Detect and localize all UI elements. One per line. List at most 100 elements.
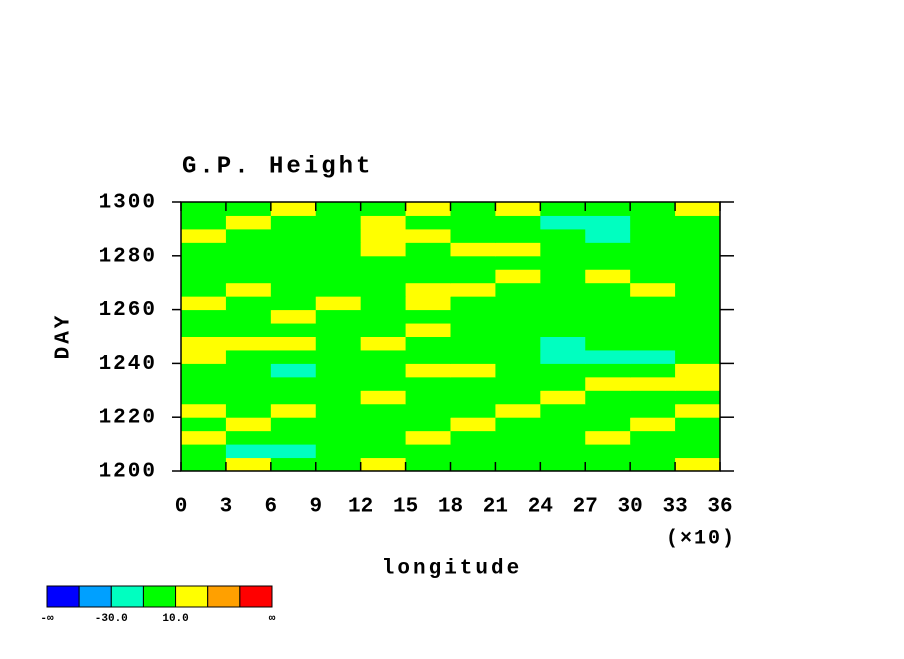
x-tick-label: 9	[309, 496, 322, 519]
field-cell	[405, 417, 451, 432]
field-cell	[630, 255, 676, 270]
field-cell	[540, 323, 586, 337]
field-cell	[181, 444, 227, 459]
field-cell	[450, 349, 496, 364]
field-cell	[450, 215, 496, 230]
field-cell	[360, 309, 407, 324]
field-cell	[181, 363, 227, 378]
field-cell	[585, 403, 631, 418]
field-cell	[495, 349, 541, 364]
field-cell	[630, 457, 676, 472]
field-cell	[181, 255, 227, 270]
field-cell	[315, 323, 362, 337]
field-cell	[315, 430, 362, 445]
field-cell	[675, 417, 721, 432]
x-tick-label: 12	[348, 496, 373, 519]
field-cell	[360, 202, 407, 216]
field-cell	[675, 309, 721, 324]
x-scale-label: (×10)	[666, 527, 736, 550]
field-cell	[405, 242, 451, 257]
field-cell	[585, 255, 631, 270]
field-cell	[450, 255, 496, 270]
field-cell	[181, 349, 227, 364]
field-cell	[495, 457, 541, 472]
field-cell	[450, 403, 496, 418]
field-cell	[675, 457, 721, 472]
field-cell	[675, 430, 721, 445]
field-cell	[270, 228, 317, 243]
field-cell	[360, 296, 407, 311]
field-cell	[270, 457, 317, 472]
field-cell	[630, 282, 676, 297]
field-cell	[181, 215, 227, 230]
field-cell	[675, 255, 721, 270]
field-cell	[630, 363, 676, 378]
field-cell	[315, 269, 362, 284]
field-cell	[585, 215, 631, 230]
field-cell	[630, 336, 676, 351]
x-tick-label: 36	[707, 496, 732, 519]
colorbar-box	[207, 585, 241, 608]
field-cell	[270, 444, 317, 459]
field-cell	[405, 376, 451, 391]
field-cell	[585, 336, 631, 351]
field-cell	[360, 255, 407, 270]
field-cell	[585, 242, 631, 257]
field-cell	[495, 202, 541, 216]
field-cell	[585, 228, 631, 243]
field-cell	[495, 376, 541, 391]
x-tick-label: 15	[393, 496, 418, 519]
field-cell	[450, 417, 496, 432]
colorbar-label: ∞	[269, 613, 276, 625]
field-cell	[450, 444, 496, 459]
field-cell	[630, 309, 676, 324]
field-cell	[225, 336, 272, 351]
field-cell	[450, 390, 496, 405]
field-cell	[585, 444, 631, 459]
field-cell	[675, 228, 721, 243]
field-cell	[315, 349, 362, 364]
field-cell	[181, 430, 227, 445]
field-cell	[405, 390, 451, 405]
field-cell	[495, 390, 541, 405]
field-cell	[405, 228, 451, 243]
field-cell	[675, 376, 721, 391]
field-cell	[495, 336, 541, 351]
x-tick-label: 18	[438, 496, 463, 519]
field	[181, 202, 721, 472]
field-cell	[315, 215, 362, 230]
field-cell	[315, 390, 362, 405]
field-cell	[450, 296, 496, 311]
field-cell	[360, 336, 407, 351]
field-cell	[315, 255, 362, 270]
field-cell	[315, 403, 362, 418]
field-cell	[675, 323, 721, 337]
field-cell	[225, 255, 272, 270]
field-cell	[495, 296, 541, 311]
field-cell	[450, 430, 496, 445]
field-cell	[495, 242, 541, 257]
field-cell	[540, 215, 586, 230]
field-cell	[270, 390, 317, 405]
colorbar-box	[239, 585, 273, 608]
field-cell	[315, 376, 362, 391]
field-cell	[675, 336, 721, 351]
field-cell	[225, 202, 272, 216]
field-cell	[270, 242, 317, 257]
field-cell	[360, 228, 407, 243]
field-cell	[405, 363, 451, 378]
field-cell	[270, 417, 317, 432]
field-cell	[405, 215, 451, 230]
field-cell	[495, 228, 541, 243]
field-cell	[540, 363, 586, 378]
field-cell	[405, 336, 451, 351]
field-cell	[315, 202, 362, 216]
field-cell	[450, 242, 496, 257]
field-cell	[540, 269, 586, 284]
x-tick-label: 24	[528, 496, 553, 519]
field-cell	[270, 296, 317, 311]
field-cell	[315, 296, 362, 311]
field-cell	[225, 363, 272, 378]
field-cell	[675, 269, 721, 284]
field-cell	[270, 376, 317, 391]
